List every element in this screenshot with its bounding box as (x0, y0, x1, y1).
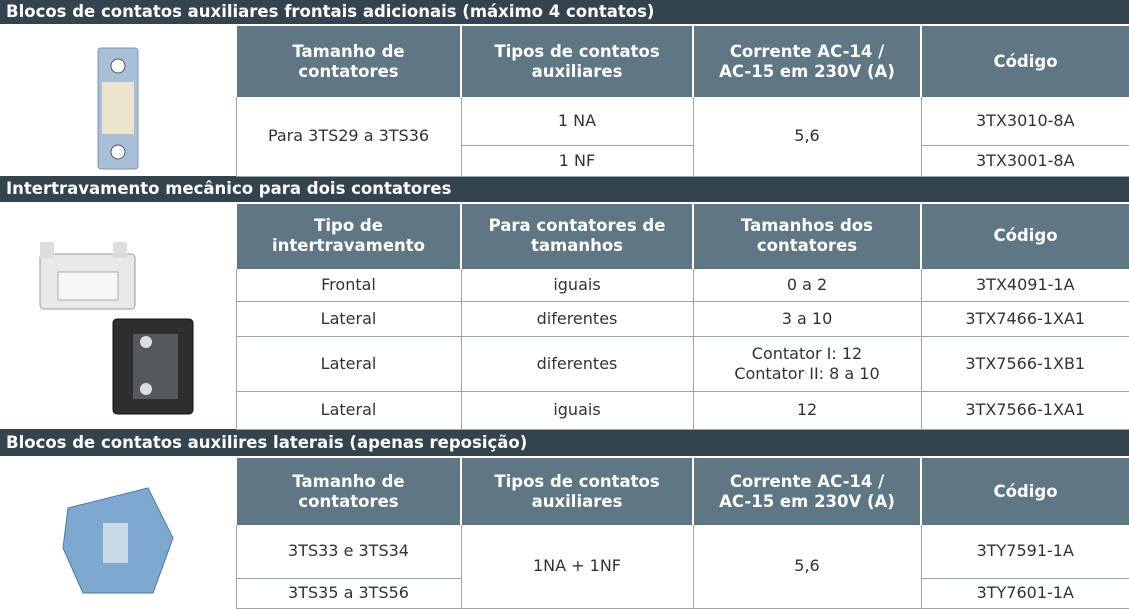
column-header: Corrente AC-14 / AC-15 em 230V (A) (692, 25, 921, 97)
side-block-icon (61, 487, 174, 594)
column-header: Tamanho de contatores (235, 457, 461, 525)
column-header: Tamanhos dos contatores (692, 203, 921, 269)
section-title: Blocos de contatos auxilires laterais (a… (0, 429, 1129, 458)
product-image (0, 25, 236, 176)
cell: 3 a 10 (692, 301, 921, 338)
interlock-icon (39, 242, 193, 415)
cell: 3TY7591-1A (920, 525, 1129, 579)
cell: 1 NF (460, 145, 693, 177)
column-header: Tipos de contatos auxiliares (460, 457, 693, 525)
cell: 3TX7566-1XA1 (920, 391, 1129, 430)
cell: Lateral (235, 336, 461, 393)
cell: 5,6 (692, 525, 921, 609)
column-header: Código (920, 25, 1129, 97)
section-title: Intertravamento mecânico para dois conta… (0, 176, 1129, 204)
cell: iguais (460, 391, 693, 430)
cell: Para 3TS29 a 3TS36 (235, 97, 461, 177)
cell: Contator I: 12 Contator II: 8 a 10 (692, 336, 921, 393)
cell: 1NA + 1NF (460, 525, 693, 609)
cell: Lateral (235, 301, 461, 338)
cell: 3TX7566-1XB1 (920, 336, 1129, 393)
cell: 3TX4091-1A (920, 268, 1129, 303)
column-header: Tipos de contatos auxiliares (460, 25, 693, 97)
cell: 3TX3001-8A (920, 145, 1129, 177)
cell: 3TS33 e 3TS34 (235, 525, 461, 579)
column-header: Tipo de intertravamento (235, 203, 461, 269)
cell: 1 NA (460, 97, 693, 146)
cell: Lateral (235, 391, 461, 430)
cell: 3TS35 a 3TS56 (235, 578, 461, 609)
cell: 3TX3010-8A (920, 97, 1129, 146)
cell: 3TY7601-1A (920, 578, 1129, 609)
cell: 0 a 2 (692, 268, 921, 303)
cell: 5,6 (692, 97, 921, 177)
column-header: Código (920, 203, 1129, 269)
cell: 3TX7466-1XA1 (920, 301, 1129, 338)
column-header: Corrente AC-14 / AC-15 em 230V (A) (692, 457, 921, 525)
column-header: Tamanho de contatores (235, 25, 461, 97)
cell: 12 (692, 391, 921, 430)
product-image (0, 203, 236, 429)
cell: diferentes (460, 301, 693, 338)
cell: Frontal (235, 268, 461, 303)
column-header: Para contatores de tamanhos (460, 203, 693, 269)
product-image (0, 457, 236, 608)
cell: diferentes (460, 336, 693, 393)
section-title: Blocos de contatos auxiliares frontais a… (0, 0, 1129, 26)
contact-block-icon (97, 47, 138, 170)
column-header: Código (920, 457, 1129, 525)
cell: iguais (460, 268, 693, 303)
